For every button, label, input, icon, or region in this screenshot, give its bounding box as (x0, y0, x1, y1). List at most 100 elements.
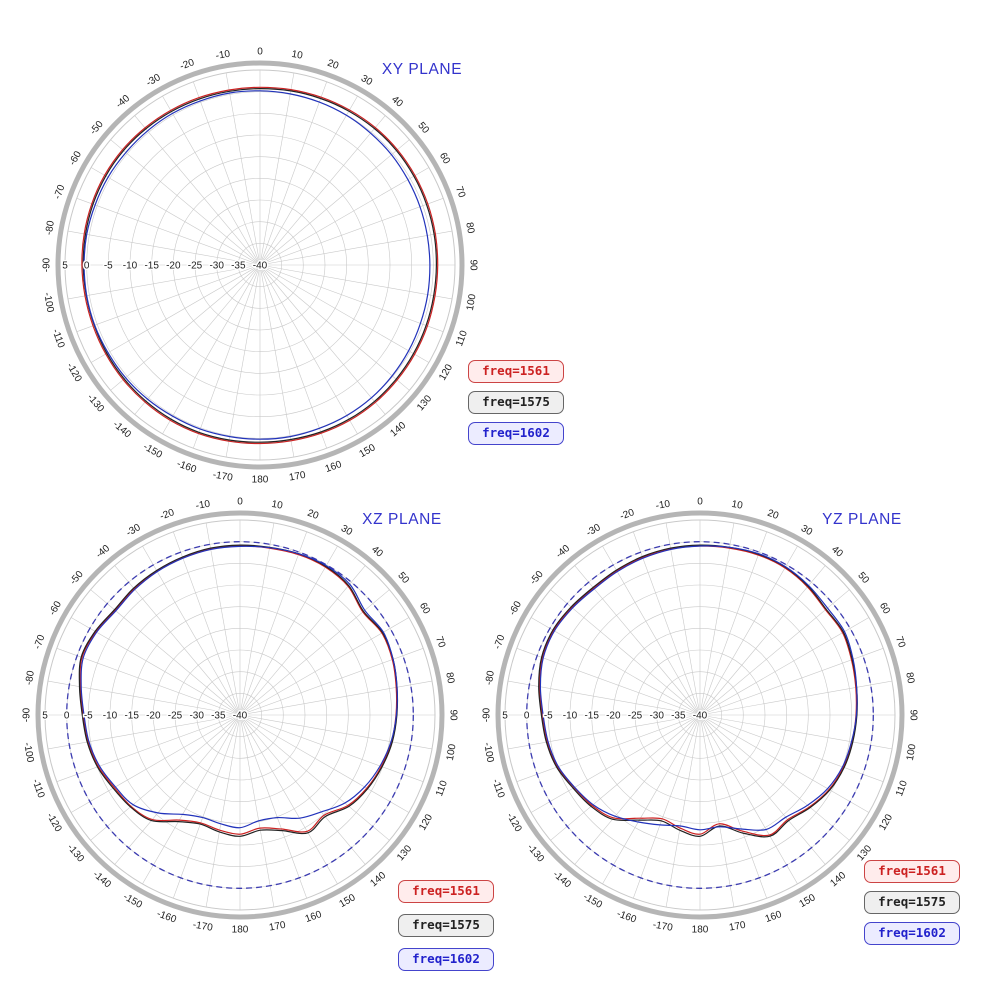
grid-circle (569, 584, 831, 846)
angle-tick-label: 150 (338, 892, 358, 910)
angle-tick-label: -100 (481, 742, 495, 764)
angle-tick-label: 100 (905, 743, 919, 762)
angle-tick-label: 140 (828, 870, 848, 889)
angle-tick-label: -70 (52, 183, 67, 201)
angle-tick-label: 110 (434, 779, 450, 798)
angle-tick-label: -20 (178, 57, 196, 72)
grid-circle (634, 649, 766, 781)
grid-spoke (205, 522, 241, 716)
legend-item-freq-1575: freq=1575 (398, 913, 494, 937)
angle-tick-label: 120 (437, 362, 455, 382)
radial-tick-label: -20 (166, 261, 181, 272)
angle-tick-label: -20 (618, 507, 636, 522)
grid-spoke (259, 198, 444, 266)
grid-spoke (699, 680, 893, 716)
angle-tick-label: -160 (155, 908, 178, 925)
legend-yz: freq=1561 freq=1575 freq=1602 (864, 860, 960, 945)
grid-circle (216, 221, 304, 309)
polar-chart-yz: -170 -160 -150 -140 -130 -120 -110 -100 -90 -80 -7… (460, 475, 940, 955)
grid-spoke (56, 714, 241, 782)
radial-tick-label: -10 (563, 711, 578, 722)
grid-circle (548, 563, 852, 867)
angle-tick-label: 120 (417, 812, 435, 832)
series-path-freq-1561 (81, 86, 439, 445)
angle-tick-label: 180 (232, 925, 249, 936)
grid-spoke (90, 167, 261, 266)
grid-circle (108, 113, 412, 417)
radial-tick-label: -20 (606, 711, 621, 722)
grid-spoke (239, 714, 366, 865)
radial-tick-label: -25 (168, 711, 183, 722)
grid-spoke (550, 589, 701, 716)
grid-spoke (193, 264, 261, 449)
grid-spoke (239, 714, 410, 813)
grid-spoke (602, 545, 701, 716)
angle-tick-label: 30 (339, 523, 355, 538)
angle-tick-label: 130 (395, 843, 414, 863)
angle-tick-label: -160 (175, 458, 198, 475)
angle-tick-label: 0 (697, 497, 703, 508)
grid-spoke (699, 589, 850, 716)
grid-circle (109, 584, 371, 846)
angle-tick-label: -30 (584, 522, 602, 539)
grid-spoke (239, 680, 433, 716)
angle-tick-label: -170 (212, 470, 234, 484)
grid-spoke (633, 531, 701, 716)
grid-spoke (259, 72, 295, 266)
radial-tick-label: -10 (103, 711, 118, 722)
legend-label: freq=1575 (412, 916, 480, 932)
grid-spoke (134, 115, 261, 266)
series-path-freq-1561 (538, 545, 857, 837)
legend-item-freq-1575: freq=1575 (468, 390, 564, 414)
angle-tick-label: -10 (655, 499, 672, 512)
grid-spoke (516, 648, 701, 716)
grid-spoke (259, 264, 444, 332)
grid-circle (151, 156, 369, 374)
radial-tick-label: -15 (124, 711, 139, 722)
grid-circle (173, 178, 347, 352)
grid-spoke (602, 714, 701, 885)
grid-spoke (76, 264, 261, 332)
grid-spoke (516, 714, 701, 782)
radial-tick-label: -5 (104, 261, 113, 272)
radial-tick-label: 0 (524, 711, 530, 722)
grid-spoke (530, 714, 701, 813)
radial-tick-label: -5 (84, 711, 93, 722)
legend-label: freq=1602 (482, 424, 550, 440)
chart-title-xz: XZ PLANE (362, 511, 442, 528)
angle-tick-label: 80 (443, 672, 456, 685)
angle-tick-label: -150 (121, 891, 144, 911)
radial-tick-label: -15 (584, 711, 599, 722)
radial-tick-label: -25 (628, 711, 643, 722)
angle-tick-label: -30 (124, 522, 142, 539)
grid-spoke (90, 714, 241, 841)
grid-spoke (259, 264, 295, 458)
grid-spoke (70, 714, 241, 813)
grid-spoke (665, 522, 701, 716)
angle-tick-label: 50 (395, 570, 411, 586)
angle-tick-label: -120 (504, 811, 524, 834)
angle-tick-label: 10 (271, 499, 284, 512)
legend-label: freq=1575 (482, 393, 550, 409)
radial-tick-label: -35 (671, 711, 686, 722)
series-path-freq-1602 (83, 90, 431, 440)
angle-tick-label: -80 (484, 669, 497, 686)
angle-tick-label: 160 (324, 459, 344, 475)
grid-spoke (259, 139, 410, 266)
angle-tick-label: 170 (728, 920, 747, 934)
legend-xz: freq=1561 freq=1575 freq=1602 (398, 880, 494, 971)
angle-tick-label: -160 (615, 908, 638, 925)
angle-tick-label: 40 (829, 544, 845, 560)
grid-spoke (239, 522, 275, 716)
grid-spoke (162, 95, 261, 266)
chart-title-xy: XY PLANE (381, 61, 463, 78)
grid-spoke (239, 545, 338, 716)
legend-item-freq-1561: freq=1561 (398, 880, 494, 903)
radial-tick-label: -30 (649, 711, 664, 722)
angle-tick-label: -10 (215, 49, 232, 62)
angle-tick-label: -70 (492, 633, 507, 651)
grid-spoke (699, 617, 870, 716)
series-path-freq-1575 (78, 544, 399, 837)
angle-tick-label: -80 (44, 219, 57, 236)
legend-label: freq=1561 (878, 863, 946, 878)
